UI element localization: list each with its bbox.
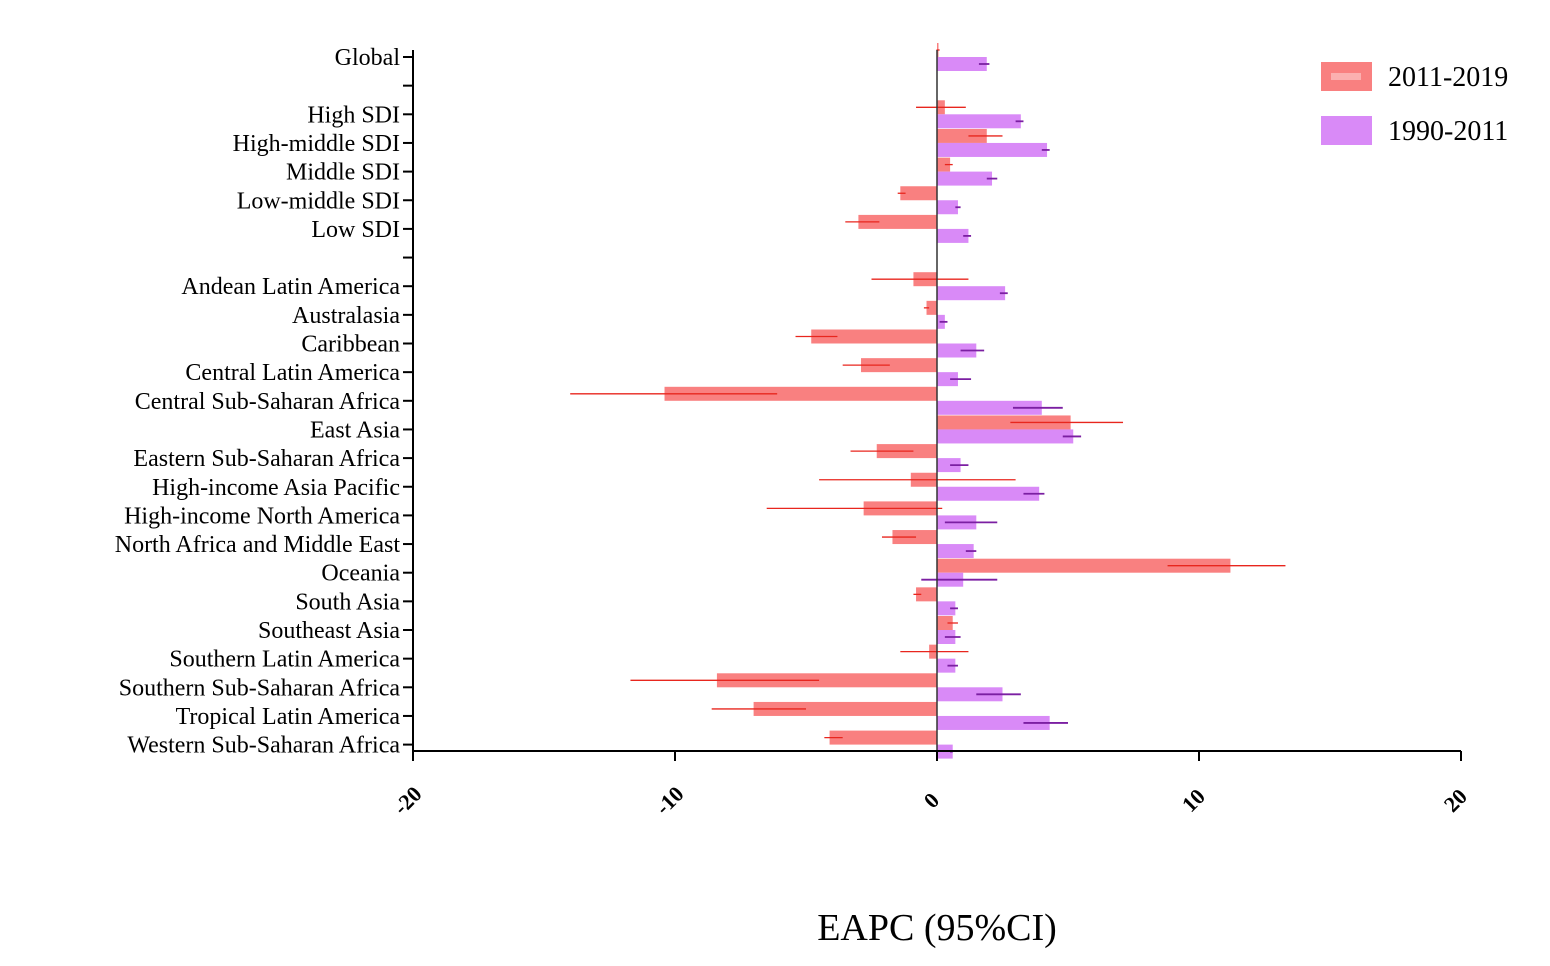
bar-2011-2019 — [937, 128, 987, 143]
legend-swatch-inner — [1331, 73, 1361, 80]
category-label: Central Latin America — [185, 360, 400, 386]
bar-1990-2011 — [937, 400, 1042, 415]
bar-1990-2011 — [937, 544, 974, 559]
bar-1990-2011 — [937, 372, 958, 387]
bar-1990-2011 — [937, 715, 1050, 730]
bar-2011-2019 — [753, 701, 937, 716]
category-label: Middle SDI — [286, 160, 400, 186]
bar-2011-2019 — [926, 300, 937, 315]
bar-2011-2019 — [937, 558, 1231, 573]
x-axis-title: EAPC (95%CI) — [817, 907, 1057, 949]
bar-1990-2011 — [937, 57, 987, 71]
bar-1990-2011 — [937, 687, 1003, 702]
category-label: High-income Asia Pacific — [152, 475, 400, 501]
bar-2011-2019 — [858, 214, 937, 229]
category-label: Southern Sub-Saharan Africa — [119, 675, 401, 701]
bar-2011-2019 — [829, 730, 937, 745]
bar-2011-2019 — [937, 415, 1071, 430]
x-tick-label: -10 — [650, 781, 688, 819]
bar-1990-2011 — [937, 486, 1040, 501]
bar-2011-2019 — [937, 616, 953, 630]
bar-1990-2011 — [937, 142, 1048, 157]
bar-2011-2019 — [916, 587, 937, 602]
category-label: Global — [335, 45, 401, 71]
category-label: Oceania — [321, 561, 400, 587]
bar-2011-2019 — [937, 157, 951, 172]
bar-1990-2011 — [937, 343, 977, 358]
bar-1990-2011 — [937, 458, 961, 473]
category-label: Western Sub-Saharan Africa — [127, 733, 400, 759]
category-label: High SDI — [307, 102, 400, 128]
category-label: Low SDI — [311, 217, 400, 243]
category-label: Andean Latin America — [181, 274, 400, 300]
legend-label: 1990-2011 — [1388, 116, 1508, 147]
bar-2011-2019 — [716, 673, 937, 688]
category-label: East Asia — [310, 417, 400, 443]
x-tick-label: 10 — [1177, 784, 1210, 817]
x-tick-label: 20 — [1439, 784, 1472, 817]
category-label: Caribbean — [301, 332, 400, 358]
legend: 2011-2019 1990-2011 — [1321, 62, 1508, 147]
x-tick-label: 0 — [919, 788, 944, 813]
bar-1990-2011 — [937, 171, 993, 186]
bar-2011-2019 — [861, 358, 937, 373]
category-label: North Africa and Middle East — [115, 532, 401, 558]
category-label: High-income North America — [124, 503, 400, 529]
legend-label: 2011-2019 — [1388, 62, 1508, 93]
category-label: Southern Latin America — [169, 647, 400, 673]
bar-1990-2011 — [937, 228, 969, 243]
bar-1990-2011 — [937, 429, 1074, 444]
bar-1990-2011 — [937, 658, 956, 673]
legend-swatch-1990-2011 — [1321, 116, 1372, 145]
bar-2011-2019 — [900, 186, 937, 201]
category-label: Tropical Latin America — [176, 704, 401, 730]
axes-layer — [403, 50, 1462, 761]
category-label: Low-middle SDI — [237, 188, 400, 214]
bars-layer — [570, 43, 1286, 759]
bar-1990-2011 — [937, 286, 1006, 301]
bar-1990-2011 — [937, 601, 956, 616]
category-label: High-middle SDI — [233, 131, 400, 157]
category-label: Eastern Sub-Saharan Africa — [133, 446, 400, 472]
bar-2011-2019 — [811, 329, 937, 344]
bar-1990-2011 — [937, 114, 1021, 129]
category-label: Southeast Asia — [258, 618, 400, 644]
category-label: Central Sub-Saharan Africa — [135, 389, 401, 415]
category-label: Australasia — [292, 303, 400, 329]
bar-1990-2011 — [937, 200, 958, 215]
x-tick-label: -20 — [388, 781, 426, 819]
bar-2011-2019 — [664, 386, 937, 401]
category-label: South Asia — [295, 589, 400, 615]
